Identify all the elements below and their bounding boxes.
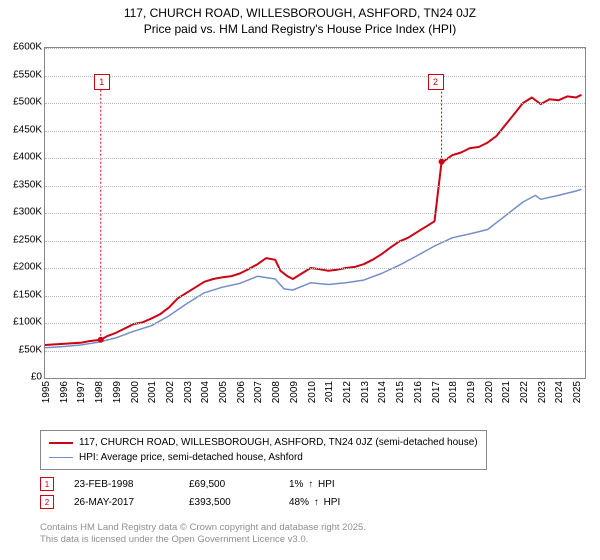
title-line2: Price paid vs. HM Land Registry's House … <box>144 22 456 36</box>
legend-label: 117, CHURCH ROAD, WILLESBOROUGH, ASHFORD… <box>79 435 478 450</box>
x-axis-label: 1996 <box>59 381 70 403</box>
gridline-h <box>45 241 585 242</box>
x-axis-label: 1998 <box>94 381 105 403</box>
y-axis-label: £150K <box>2 289 42 300</box>
legend-item-hpi: HPI: Average price, semi-detached house,… <box>49 450 478 465</box>
x-axis-label: 2006 <box>236 381 247 403</box>
chart-marker-box: 2 <box>428 74 444 90</box>
attribution-line2: This data is licensed under the Open Gov… <box>40 534 308 545</box>
x-axis-label: 2022 <box>519 381 530 403</box>
x-axis-label: 2011 <box>324 381 335 403</box>
x-axis-label: 2014 <box>377 381 388 403</box>
x-axis-label: 2008 <box>271 381 282 403</box>
y-axis-label: £400K <box>2 152 42 163</box>
chart-title: 117, CHURCH ROAD, WILLESBOROUGH, ASHFORD… <box>0 0 600 37</box>
gridline-h <box>45 131 585 132</box>
x-axis-label: 2017 <box>431 381 442 403</box>
y-axis-label: £100K <box>2 317 42 328</box>
x-axis-label: 2020 <box>484 381 495 403</box>
x-axis-label: 2019 <box>466 381 477 403</box>
gridline-h <box>45 323 585 324</box>
attribution-line1: Contains HM Land Registry data © Crown c… <box>40 522 366 533</box>
y-axis-label: £50K <box>2 344 42 355</box>
legend-box: 117, CHURCH ROAD, WILLESBOROUGH, ASHFORD… <box>40 430 487 470</box>
x-axis-label: 2003 <box>183 381 194 403</box>
y-axis-label: £350K <box>2 179 42 190</box>
y-axis-label: £0 <box>2 372 42 383</box>
y-axis-label: £550K <box>2 69 42 80</box>
y-axis-label: £600K <box>2 42 42 53</box>
x-axis-label: 2004 <box>200 381 211 403</box>
x-axis-label: 2001 <box>147 381 158 403</box>
event-price: £69,500 <box>189 479 289 490</box>
x-axis-label: 2023 <box>537 381 548 403</box>
gridline-h <box>45 351 585 352</box>
event-row: 2 26-MAY-2017 £393,500 48% ↑ HPI <box>40 493 369 511</box>
gridline-h <box>45 186 585 187</box>
events-table: 1 23-FEB-1998 £69,500 1% ↑ HPI 2 26-MAY-… <box>40 475 369 511</box>
y-axis-label: £300K <box>2 207 42 218</box>
x-axis-label: 2024 <box>554 381 565 403</box>
event-date: 26-MAY-2017 <box>74 497 189 508</box>
event-marker-box: 1 <box>40 477 54 491</box>
gridline-h <box>45 48 585 49</box>
event-date: 23-FEB-1998 <box>74 479 189 490</box>
gridline-h <box>45 296 585 297</box>
event-delta: 1% ↑ HPI <box>289 479 369 490</box>
event-row: 1 23-FEB-1998 £69,500 1% ↑ HPI <box>40 475 369 493</box>
gridline-h <box>45 268 585 269</box>
y-axis-label: £450K <box>2 124 42 135</box>
event-price: £393,500 <box>189 497 289 508</box>
x-axis-label: 2002 <box>165 381 176 403</box>
x-axis-label: 1997 <box>76 381 87 403</box>
gridline-h <box>45 76 585 77</box>
attribution: Contains HM Land Registry data © Crown c… <box>40 522 366 547</box>
legend-item-property: 117, CHURCH ROAD, WILLESBOROUGH, ASHFORD… <box>49 435 478 450</box>
gridline-h <box>45 103 585 104</box>
title-line1: 117, CHURCH ROAD, WILLESBOROUGH, ASHFORD… <box>124 6 476 20</box>
x-axis-label: 2018 <box>448 381 459 403</box>
x-axis-label: 2012 <box>342 381 353 403</box>
x-axis-label: 2025 <box>572 381 583 403</box>
x-axis-label: 2000 <box>130 381 141 403</box>
x-axis-label: 2016 <box>413 381 424 403</box>
event-marker-box: 2 <box>40 495 54 509</box>
up-arrow-icon: ↑ <box>314 497 319 508</box>
y-axis-label: £500K <box>2 97 42 108</box>
legend-swatch <box>49 457 73 458</box>
x-axis-label: 2010 <box>307 381 318 403</box>
event-delta: 48% ↑ HPI <box>289 497 369 508</box>
gridline-h <box>45 213 585 214</box>
x-axis-label: 1995 <box>41 381 52 403</box>
x-axis-label: 2013 <box>360 381 371 403</box>
x-axis-label: 2021 <box>501 381 512 403</box>
up-arrow-icon: ↑ <box>308 479 313 490</box>
x-axis-label: 2005 <box>218 381 229 403</box>
chart-plot: 12 <box>44 47 586 379</box>
legend-swatch <box>49 442 73 444</box>
chart-marker-box: 1 <box>94 74 110 90</box>
x-axis-label: 1999 <box>112 381 123 403</box>
x-axis-label: 2009 <box>289 381 300 403</box>
legend-label: HPI: Average price, semi-detached house,… <box>79 450 303 465</box>
gridline-h <box>45 158 585 159</box>
y-axis-label: £250K <box>2 234 42 245</box>
x-axis-label: 2007 <box>253 381 264 403</box>
chart-area: 12 £0£50K£100K£150K£200K£250K£300K£350K£… <box>0 37 600 427</box>
x-axis-label: 2015 <box>395 381 406 403</box>
y-axis-label: £200K <box>2 262 42 273</box>
